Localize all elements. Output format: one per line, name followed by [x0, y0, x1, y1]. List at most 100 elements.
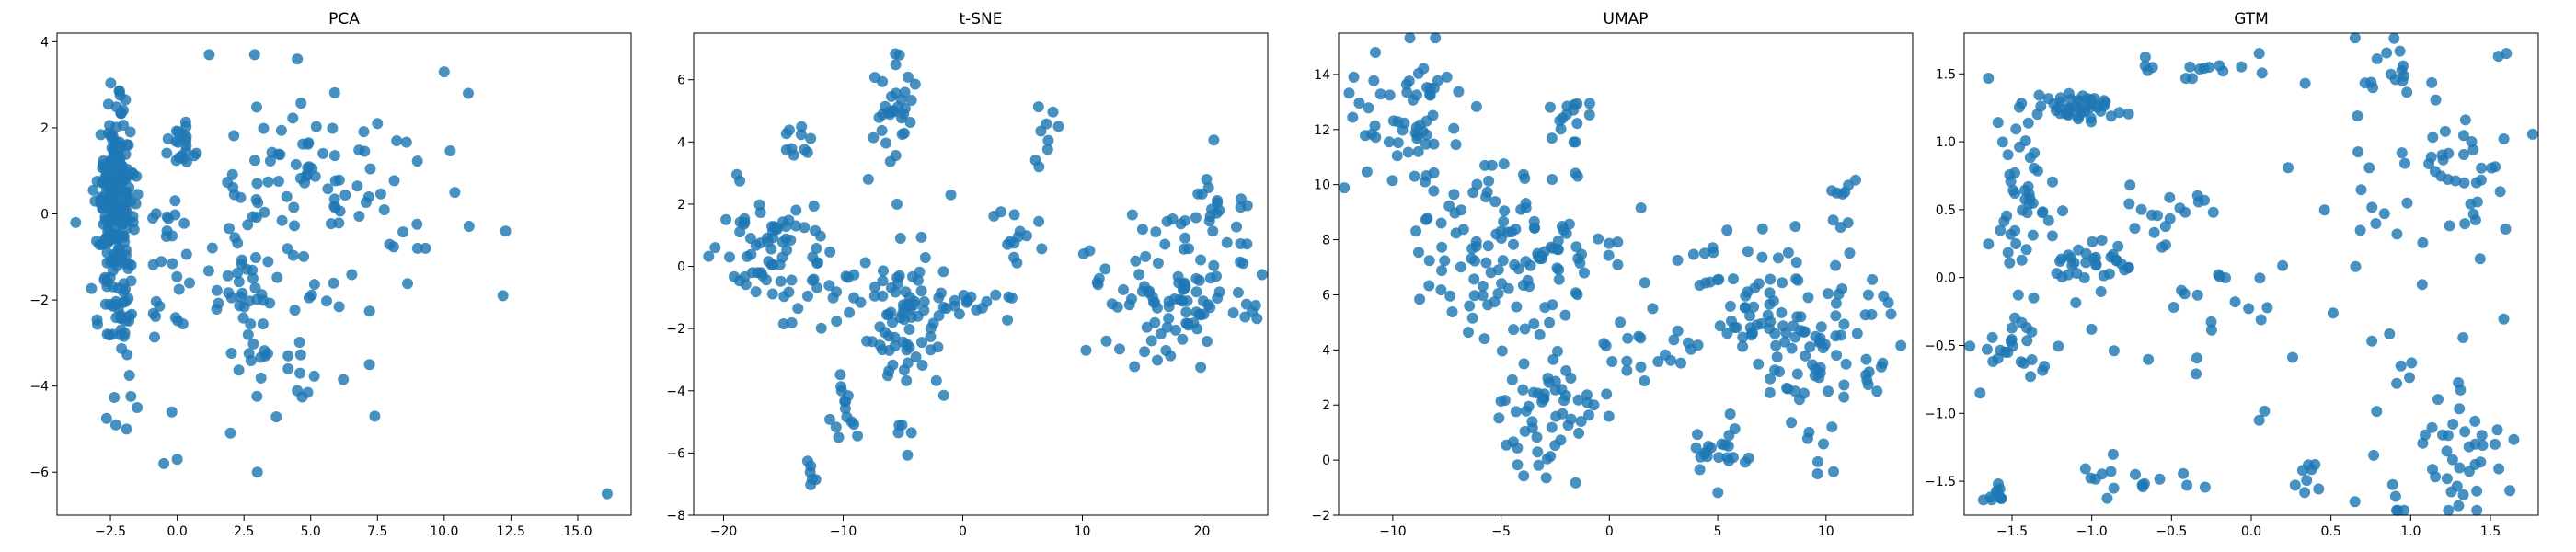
umap-point-5 [1361, 166, 1373, 178]
umap-point-354 [1776, 306, 1788, 318]
pca-point-271 [150, 311, 162, 322]
pca-point-311 [233, 364, 245, 376]
umap-point-212 [1601, 388, 1613, 400]
umap-point-79 [1455, 261, 1466, 273]
tsne-point-310 [1180, 306, 1192, 318]
umap-point-228 [1493, 412, 1505, 424]
pca-point-455 [601, 488, 613, 500]
umap-point-163 [1593, 233, 1604, 245]
gtm-point-210 [2352, 110, 2363, 122]
tsne-point-302 [1204, 272, 1216, 284]
tsne-point-6 [775, 275, 787, 287]
tsne-point-304 [1130, 255, 1142, 267]
gtm-point-216 [2355, 184, 2367, 196]
umap-x-tick-label: −5 [1491, 524, 1511, 539]
umap-point-247 [1571, 98, 1583, 109]
tsne-point-327 [1126, 209, 1138, 221]
pca-point-442 [213, 297, 224, 309]
gtm-point-255 [2429, 166, 2441, 178]
tsne-point-237 [1036, 243, 1048, 255]
umap-point-55 [1404, 32, 1416, 44]
umap-point-295 [1771, 351, 1783, 362]
umap-point-106 [1423, 255, 1435, 267]
umap-point-131 [1496, 345, 1508, 357]
gtm-point-60 [2010, 123, 2022, 135]
umap-point-36 [1420, 115, 1432, 127]
gtm-point-332 [2243, 303, 2255, 315]
gtm-point-363 [2253, 414, 2265, 426]
tsne-point-84 [937, 266, 949, 278]
gtm-point-70 [2004, 257, 2016, 269]
tsne-point-39 [790, 204, 802, 216]
umap-point-29 [1432, 75, 1443, 86]
umap-point-386 [1810, 330, 1822, 342]
pca-point-346 [249, 155, 260, 167]
gtm-point-337 [2277, 259, 2289, 271]
tsne-x-tick-label: 20 [1194, 524, 1211, 539]
umap-point-379 [1882, 297, 1894, 308]
tsne-y-tick-label: −8 [666, 509, 685, 523]
umap-point-67 [1414, 293, 1426, 305]
umap-point-23 [1366, 128, 1377, 140]
gtm-point-59 [2013, 101, 2025, 113]
gtm-point-119 [2071, 268, 2083, 279]
umap-point-203 [1533, 459, 1545, 471]
tsne-point-218 [940, 303, 952, 315]
umap-point-198 [1512, 459, 1524, 471]
umap-point-6 [1420, 138, 1432, 150]
tsne-point-329 [1093, 272, 1105, 284]
tsne-point-326 [1161, 321, 1173, 333]
tsne-point-301 [1163, 313, 1175, 325]
gtm-point-190 [2108, 482, 2120, 494]
tsne-point-137 [880, 137, 891, 149]
gtm-point-24 [2063, 109, 2075, 121]
umap-points [1339, 32, 1907, 499]
umap-point-94 [1439, 255, 1451, 267]
pca-point-259 [107, 281, 119, 293]
pca-point-121 [86, 282, 98, 294]
umap-point-323 [1777, 277, 1788, 289]
gtm-point-39 [2054, 92, 2066, 104]
gtm-point-69 [2028, 162, 2040, 174]
umap-point-349 [1721, 328, 1733, 339]
gtm-point-108 [2046, 230, 2058, 242]
umap-point-388 [1803, 426, 1815, 438]
pca-point-273 [150, 208, 162, 220]
tsne-point-40 [792, 303, 804, 315]
gtm-point-281 [2442, 430, 2454, 442]
gtm-point-166 [2152, 210, 2163, 222]
gtm-point-284 [2471, 485, 2483, 497]
pca-point-221 [99, 164, 111, 176]
umap-point-421 [1875, 361, 1887, 373]
umap-point-325 [1698, 247, 1710, 259]
gtm-point-231 [2476, 162, 2488, 174]
pca-point-197 [131, 170, 143, 182]
gtm-point-343 [2220, 272, 2231, 283]
tsne-point-334 [1118, 283, 1129, 295]
tsne-point-156 [795, 129, 807, 141]
pca-point-247 [100, 412, 112, 424]
pca-point-270 [178, 217, 190, 229]
tsne-point-134 [896, 129, 908, 140]
gtm-point-157 [2164, 191, 2176, 203]
umap-point-101 [1559, 309, 1571, 321]
gtm-point-141 [2053, 340, 2064, 352]
gtm-point-203 [2306, 464, 2317, 476]
pca-point-215 [120, 190, 132, 202]
pca-points [70, 49, 613, 500]
umap-point-162 [1534, 328, 1546, 340]
tsne-point-132 [890, 59, 902, 71]
umap-point-378 [1799, 326, 1811, 338]
pca-point-450 [384, 238, 396, 250]
gtm-point-152 [1993, 478, 2004, 489]
pca-point-388 [353, 211, 365, 222]
tsne-point-308 [1227, 307, 1239, 319]
tsne-point-317 [1150, 226, 1162, 238]
tsne-point-259 [1114, 343, 1125, 355]
pca-point-343 [262, 176, 274, 188]
tsne-point-354 [1236, 193, 1247, 205]
tsne-x-tick-label: −20 [710, 524, 738, 539]
pca-point-462 [248, 49, 260, 61]
gtm-point-249 [2444, 220, 2455, 232]
gtm-point-278 [2441, 445, 2453, 457]
